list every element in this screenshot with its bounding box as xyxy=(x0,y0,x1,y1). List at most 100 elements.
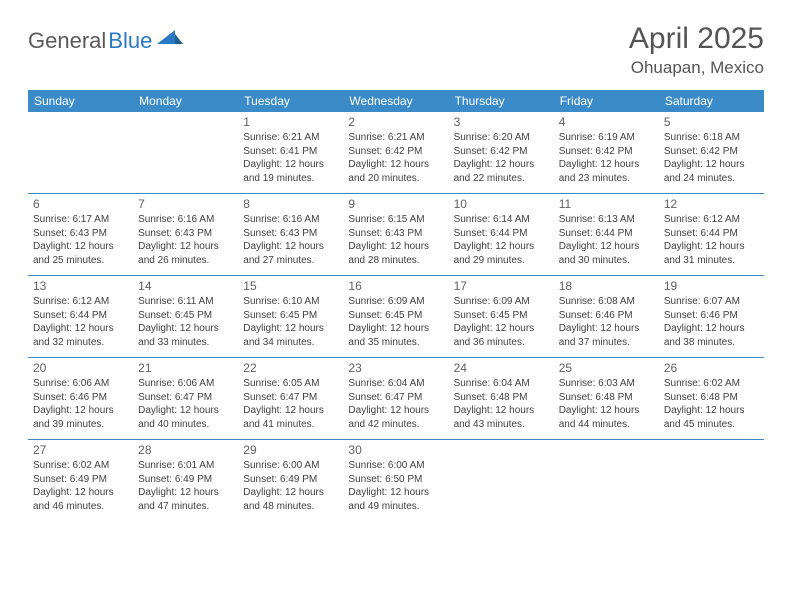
day-cell: 5 Sunrise: 6:18 AMSunset: 6:42 PMDaylight… xyxy=(659,112,764,194)
day-info: Sunrise: 6:13 AMSunset: 6:44 PMDaylight:… xyxy=(559,213,654,267)
day-cell: 19Sunrise: 6:07 AMSunset: 6:46 PMDayligh… xyxy=(659,276,764,358)
empty-cell xyxy=(554,440,659,522)
day-cell: 18Sunrise: 6:08 AMSunset: 6:46 PMDayligh… xyxy=(554,276,659,358)
day-cell: 23 Sunrise: 6:04 AMSunset: 6:47 PMDayligh… xyxy=(343,358,448,440)
day-number: 25 xyxy=(559,361,654,375)
day-cell: 11 Sunrise: 6:13 AMSunset: 6:44 PMDayligh… xyxy=(554,194,659,276)
day-number: 30 xyxy=(348,443,443,457)
day-number: 9 xyxy=(348,197,443,211)
day-info: Sunrise: 6:20 AMSunset: 6:42 PMDaylight:… xyxy=(454,131,549,185)
day-cell: 10 Sunrise: 6:14 AMSunset: 6:44 PMDayligh… xyxy=(449,194,554,276)
day-cell: 20 Sunrise: 6:06 AMSunset: 6:46 PMDayligh… xyxy=(28,358,133,440)
day-info: Sunrise: 6:03 AMSunset: 6:48 PMDaylight:… xyxy=(559,377,654,431)
calendar-row: 1 Sunrise: 6:21 AMSunset: 6:41 PMDaylight… xyxy=(28,112,764,194)
day-cell: 3Sunrise: 6:20 AMSunset: 6:42 PMDaylight… xyxy=(449,112,554,194)
day-cell: 24Sunrise: 6:04 AMSunset: 6:48 PMDayligh… xyxy=(449,358,554,440)
weekday-header: Sunday xyxy=(28,90,133,112)
day-cell: 22 Sunrise: 6:05 AMSunset: 6:47 PMDayligh… xyxy=(238,358,343,440)
weekday-header: Saturday xyxy=(659,90,764,112)
day-info: Sunrise: 6:16 AMSunset: 6:43 PMDaylight:… xyxy=(243,213,338,267)
day-info: Sunrise: 6:21 AMSunset: 6:41 PMDaylight:… xyxy=(243,131,338,185)
day-number: 13 xyxy=(33,279,128,293)
day-number: 1 xyxy=(243,115,338,129)
day-number: 20 xyxy=(33,361,128,375)
day-cell: 28 Sunrise: 6:01 AMSunset: 6:49 PMDayligh… xyxy=(133,440,238,522)
day-number: 4 xyxy=(559,115,654,129)
header: GeneralBlue April 2025 Ohuapan, Mexico xyxy=(28,22,764,78)
day-number: 19 xyxy=(664,279,759,293)
day-info: Sunrise: 6:16 AMSunset: 6:43 PMDaylight:… xyxy=(138,213,233,267)
day-number: 28 xyxy=(138,443,233,457)
day-info: Sunrise: 6:08 AMSunset: 6:46 PMDaylight:… xyxy=(559,295,654,349)
day-info: Sunrise: 6:00 AMSunset: 6:50 PMDaylight:… xyxy=(348,459,443,513)
location: Ohuapan, Mexico xyxy=(629,58,764,78)
day-cell: 17 Sunrise: 6:09 AMSunset: 6:45 PMDayligh… xyxy=(449,276,554,358)
day-cell: 25 Sunrise: 6:03 AMSunset: 6:48 PMDayligh… xyxy=(554,358,659,440)
day-cell: 7 Sunrise: 6:16 AMSunset: 6:43 PMDaylight… xyxy=(133,194,238,276)
day-info: Sunrise: 6:00 AMSunset: 6:49 PMDaylight:… xyxy=(243,459,338,513)
calendar-body: 1 Sunrise: 6:21 AMSunset: 6:41 PMDaylight… xyxy=(28,112,764,521)
calendar-row: 6 Sunrise: 6:17 AMSunset: 6:43 PMDaylight… xyxy=(28,194,764,276)
empty-cell xyxy=(133,112,238,194)
day-cell: 4 Sunrise: 6:19 AMSunset: 6:42 PMDaylight… xyxy=(554,112,659,194)
day-info: Sunrise: 6:18 AMSunset: 6:42 PMDaylight:… xyxy=(664,131,759,185)
weekday-header: Wednesday xyxy=(343,90,448,112)
day-info: Sunrise: 6:01 AMSunset: 6:49 PMDaylight:… xyxy=(138,459,233,513)
logo-text-2: Blue xyxy=(108,28,152,54)
empty-cell xyxy=(659,440,764,522)
day-info: Sunrise: 6:11 AMSunset: 6:45 PMDaylight:… xyxy=(138,295,233,349)
day-info: Sunrise: 6:19 AMSunset: 6:42 PMDaylight:… xyxy=(559,131,654,185)
weekday-header: Monday xyxy=(133,90,238,112)
weekday-row: SundayMondayTuesdayWednesdayThursdayFrid… xyxy=(28,90,764,112)
day-cell: 1 Sunrise: 6:21 AMSunset: 6:41 PMDaylight… xyxy=(238,112,343,194)
logo-text-1: General xyxy=(28,28,106,54)
day-cell: 13 Sunrise: 6:12 AMSunset: 6:44 PMDayligh… xyxy=(28,276,133,358)
day-info: Sunrise: 6:04 AMSunset: 6:47 PMDaylight:… xyxy=(348,377,443,431)
day-number: 10 xyxy=(454,197,549,211)
day-number: 6 xyxy=(33,197,128,211)
day-number: 23 xyxy=(348,361,443,375)
day-number: 5 xyxy=(664,115,759,129)
day-info: Sunrise: 6:12 AMSunset: 6:44 PMDaylight:… xyxy=(664,213,759,267)
weekday-header: Friday xyxy=(554,90,659,112)
day-cell: 2 Sunrise: 6:21 AMSunset: 6:42 PMDaylight… xyxy=(343,112,448,194)
day-number: 21 xyxy=(138,361,233,375)
day-cell: 12 Sunrise: 6:12 AMSunset: 6:44 PMDayligh… xyxy=(659,194,764,276)
day-info: Sunrise: 6:02 AMSunset: 6:48 PMDaylight:… xyxy=(664,377,759,431)
day-number: 2 xyxy=(348,115,443,129)
day-number: 27 xyxy=(33,443,128,457)
day-info: Sunrise: 6:09 AMSunset: 6:45 PMDaylight:… xyxy=(348,295,443,349)
day-info: Sunrise: 6:02 AMSunset: 6:49 PMDaylight:… xyxy=(33,459,128,513)
day-cell: 6 Sunrise: 6:17 AMSunset: 6:43 PMDaylight… xyxy=(28,194,133,276)
day-info: Sunrise: 6:05 AMSunset: 6:47 PMDaylight:… xyxy=(243,377,338,431)
day-number: 17 xyxy=(454,279,549,293)
day-info: Sunrise: 6:12 AMSunset: 6:44 PMDaylight:… xyxy=(33,295,128,349)
day-cell: 27 Sunrise: 6:02 AMSunset: 6:49 PMDayligh… xyxy=(28,440,133,522)
calendar: SundayMondayTuesdayWednesdayThursdayFrid… xyxy=(28,90,764,521)
day-cell: 9 Sunrise: 6:15 AMSunset: 6:43 PMDaylight… xyxy=(343,194,448,276)
day-number: 15 xyxy=(243,279,338,293)
day-number: 29 xyxy=(243,443,338,457)
day-number: 12 xyxy=(664,197,759,211)
day-number: 14 xyxy=(138,279,233,293)
calendar-row: 20 Sunrise: 6:06 AMSunset: 6:46 PMDayligh… xyxy=(28,358,764,440)
day-number: 16 xyxy=(348,279,443,293)
day-cell: 16 Sunrise: 6:09 AMSunset: 6:45 PMDayligh… xyxy=(343,276,448,358)
day-cell: 14 Sunrise: 6:11 AMSunset: 6:45 PMDayligh… xyxy=(133,276,238,358)
day-info: Sunrise: 6:17 AMSunset: 6:43 PMDaylight:… xyxy=(33,213,128,267)
page-title: April 2025 xyxy=(629,22,764,56)
day-info: Sunrise: 6:06 AMSunset: 6:46 PMDaylight:… xyxy=(33,377,128,431)
day-info: Sunrise: 6:21 AMSunset: 6:42 PMDaylight:… xyxy=(348,131,443,185)
title-block: April 2025 Ohuapan, Mexico xyxy=(629,22,764,78)
day-number: 8 xyxy=(243,197,338,211)
day-info: Sunrise: 6:15 AMSunset: 6:43 PMDaylight:… xyxy=(348,213,443,267)
day-number: 7 xyxy=(138,197,233,211)
day-cell: 15Sunrise: 6:10 AMSunset: 6:45 PMDayligh… xyxy=(238,276,343,358)
logo: GeneralBlue xyxy=(28,22,183,54)
weekday-header: Thursday xyxy=(449,90,554,112)
day-number: 22 xyxy=(243,361,338,375)
day-info: Sunrise: 6:14 AMSunset: 6:44 PMDaylight:… xyxy=(454,213,549,267)
day-number: 11 xyxy=(559,197,654,211)
day-info: Sunrise: 6:09 AMSunset: 6:45 PMDaylight:… xyxy=(454,295,549,349)
empty-cell xyxy=(449,440,554,522)
